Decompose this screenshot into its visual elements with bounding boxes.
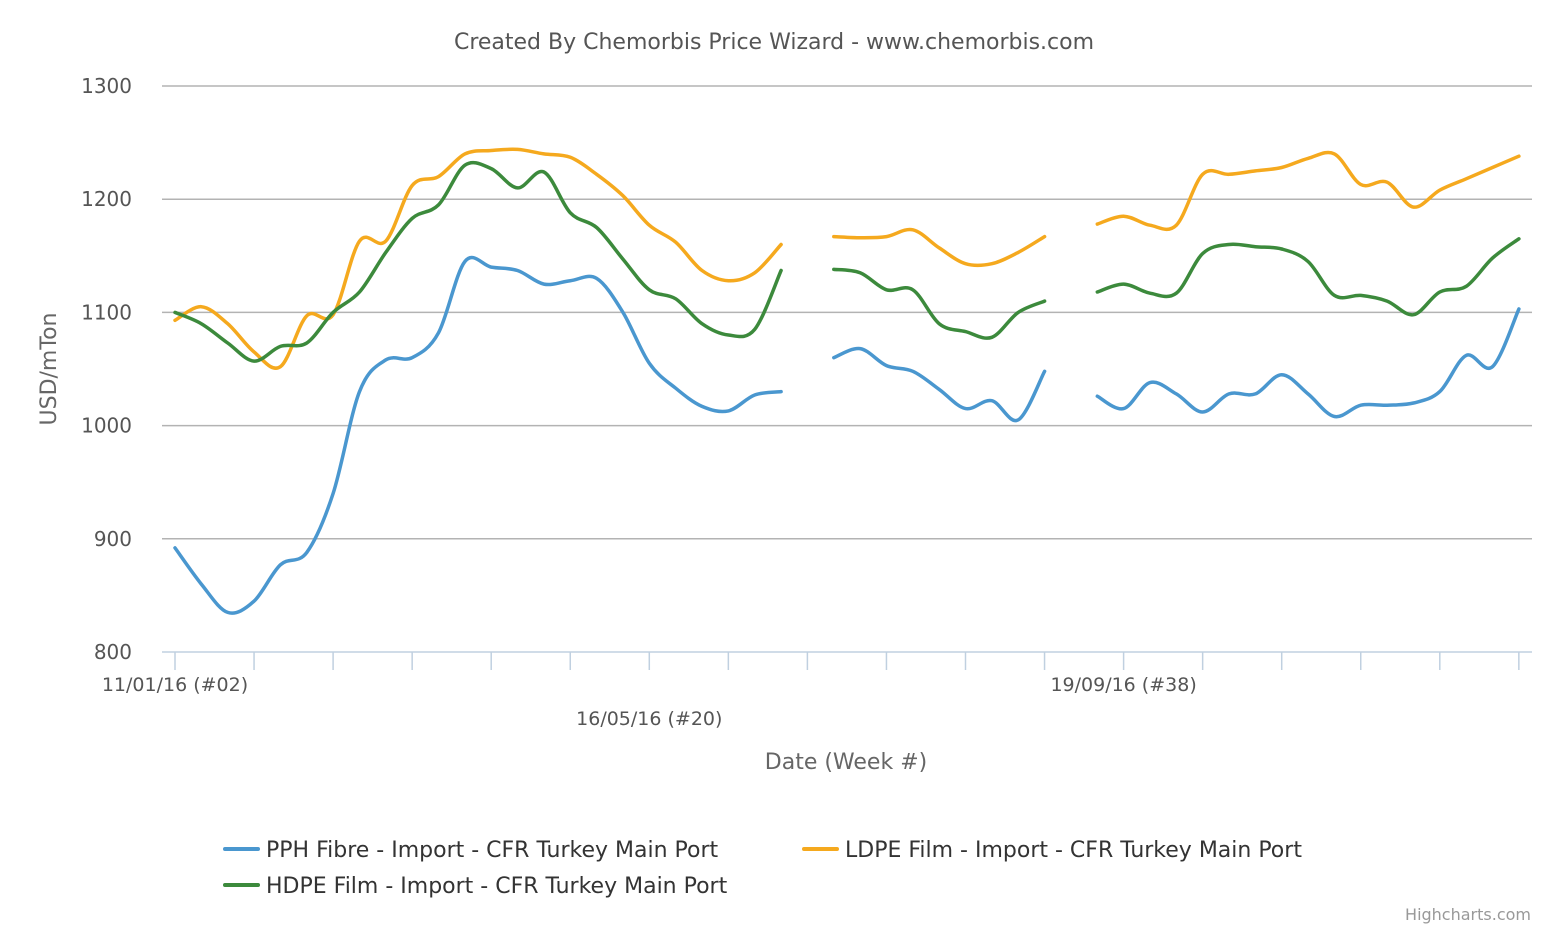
legend-item-hdpe-film[interactable]: HDPE Film - Import - CFR Turkey Main Por… [223,874,728,899]
x-axis-title: Date (Week #) [765,750,927,775]
legend: PPH Fibre - Import - CFR Turkey Main Por… [223,838,1302,899]
series-pph-fibre [173,255,1521,615]
grid-lines [162,85,1532,540]
series-line-pph-fibre-segment-3[interactable] [1095,307,1521,419]
y-axis-tick-labels: 800 900 1000 1100 1200 1300 [81,74,132,664]
y-tick-label-1000: 1000 [81,414,132,438]
series-line-hdpe-film-segment-2[interactable] [832,267,1047,340]
series-line-ldpe-film-segment-2[interactable] [832,227,1047,268]
credits-link[interactable]: Highcharts.com [1405,905,1531,924]
legend-item-ldpe-film[interactable]: LDPE Film - Import - CFR Turkey Main Por… [802,838,1302,863]
series-line-pph-fibre-segment-2[interactable] [832,346,1047,423]
legend-label-hdpe-film: HDPE Film - Import - CFR Turkey Main Por… [266,874,728,899]
x-tick-label-week-38: 19/09/16 (#38) [1050,674,1196,696]
y-axis-title: USD/mTon [37,313,62,426]
legend-label-ldpe-film: LDPE Film - Import - CFR Turkey Main Por… [845,838,1302,863]
y-tick-label-900: 900 [94,527,132,551]
series-line-ldpe-film-segment-3[interactable] [1095,150,1521,232]
series-line-pph-fibre-segment-1[interactable] [173,255,783,615]
series-line-hdpe-film-segment-3[interactable] [1095,237,1521,317]
legend-label-pph-fibre: PPH Fibre - Import - CFR Turkey Main Por… [266,838,719,863]
series-line-ldpe-film-segment-1[interactable] [173,147,783,370]
series-ldpe-film [173,147,1521,370]
x-axis-ticks [174,652,1520,670]
series-line-hdpe-film-segment-1[interactable] [173,160,783,363]
x-axis-tick-labels: 11/01/16 (#02) 16/05/16 (#20) 19/09/16 (#3… [102,674,1197,730]
series-hdpe-film [173,160,1521,363]
series-lines [173,147,1521,615]
chart-title: Created By Chemorbis Price Wizard - www.… [454,30,1094,55]
y-tick-label-1100: 1100 [81,300,132,324]
x-tick-label-week-2: 11/01/16 (#02) [102,674,248,696]
y-tick-label-1300: 1300 [81,74,132,98]
y-tick-label-1200: 1200 [81,187,132,211]
legend-item-pph-fibre[interactable]: PPH Fibre - Import - CFR Turkey Main Por… [223,838,719,863]
y-tick-label-800: 800 [94,640,132,664]
x-tick-label-week-20: 16/05/16 (#20) [576,708,722,730]
